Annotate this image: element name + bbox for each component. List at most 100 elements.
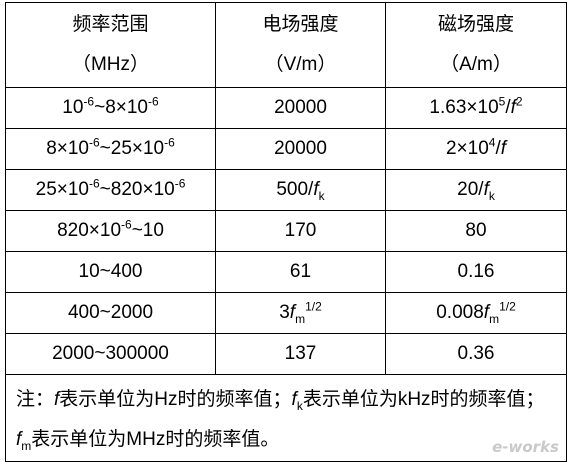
text-run: 表示单位为kHz时的频率值；	[302, 389, 545, 410]
table-body: 频率范围 （MHz） 电场强度 （V/m） 磁场强度 （A/m） 10-6~8×10-6 20…	[5, 2, 567, 462]
supscript: 1/2	[499, 299, 516, 314]
text-run: 80	[465, 220, 487, 241]
cell: 400~2000	[5, 292, 216, 334]
header-cell: 频率范围 （MHz）	[5, 2, 216, 88]
subscript: k	[296, 398, 303, 413]
italic-symbol: f	[54, 389, 60, 410]
text-run: 20000	[274, 97, 327, 118]
header-line: （MHz）	[71, 54, 150, 75]
cell: 0.36	[385, 333, 567, 375]
note-row: 注：f表示单位为Hz时的频率值；fk表示单位为kHz时的频率值；fm表示单位为M…	[5, 374, 567, 462]
table: 频率范围 （MHz） 电场强度 （V/m） 磁场强度 （A/m） 10-6~8×10-6 20…	[5, 2, 567, 462]
text-run: /	[505, 97, 511, 118]
subscript: m	[21, 438, 32, 453]
header-line: （A/m）	[440, 54, 512, 75]
note: 注：f表示单位为Hz时的频率值；fk表示单位为kHz时的频率值；fm表示单位为M…	[5, 374, 567, 462]
supscript: -6	[164, 135, 175, 150]
text-run: 61	[289, 261, 312, 282]
header-line: （V/m）	[264, 54, 337, 75]
cell: 0.16	[385, 251, 567, 293]
text-run: 3	[279, 302, 290, 323]
cell: 20000	[215, 87, 386, 129]
supscript: -6	[88, 135, 100, 150]
text-run: 820×10	[57, 220, 122, 241]
header-cell: 电场强度 （V/m）	[215, 2, 386, 88]
cell: 8×10-6~25×10-6	[5, 128, 216, 170]
header-line: 磁场强度	[437, 14, 514, 35]
subscript: m	[295, 311, 306, 326]
text-run: 1.63×10	[429, 97, 499, 118]
supscript: 2	[515, 94, 523, 109]
cell: 1.63×105/f2	[385, 87, 567, 129]
text-run: 表示单位为Hz时的频率值；	[59, 389, 292, 410]
text-run: ~25×10	[99, 138, 165, 159]
watermark: e-works	[492, 438, 559, 456]
subscript: k	[318, 188, 325, 203]
supscript: 5	[498, 94, 506, 109]
italic-symbol: f	[500, 138, 507, 159]
text-run: 500/	[276, 179, 314, 200]
cell: 25×10-6~820×10-6	[5, 169, 216, 211]
italic-symbol: f	[510, 97, 516, 118]
supscript: -6	[148, 94, 159, 109]
cell: 3fm1/2	[215, 292, 386, 334]
text-run: 170	[284, 220, 317, 241]
data-row: 400~2000 3fm1/2 0.008fm1/2	[5, 292, 567, 334]
supscript: 1/2	[305, 299, 322, 314]
data-row: 25×10-6~820×10-6 500/fk 20/fk	[5, 169, 567, 211]
subscript: m	[489, 311, 500, 326]
text-run: 25×10	[35, 179, 89, 200]
cell: 2000~300000	[5, 333, 216, 375]
text-run: ~8×10	[94, 97, 149, 118]
supscript: 4	[488, 135, 496, 150]
data-row: 10-6~8×10-6 20000 1.63×105/f2	[5, 87, 567, 129]
text-run: 10	[62, 97, 84, 118]
cell: 2×104/f	[385, 128, 567, 170]
italic-symbol: f	[16, 429, 22, 450]
text-run: 400~2000	[67, 302, 154, 323]
cell: 0.008fm1/2	[385, 292, 567, 334]
italic-symbol: f	[313, 179, 319, 200]
italic-symbol: f	[291, 389, 297, 410]
text-run: ~10	[131, 220, 164, 241]
cell: 500/fk	[215, 169, 386, 211]
text-run: 2000~300000	[52, 343, 169, 364]
cell: 10~400	[5, 251, 216, 293]
data-row: 10~400 61 0.16	[5, 251, 567, 293]
cell: 137	[215, 333, 386, 375]
supscript: -6	[174, 176, 186, 191]
text-run: 20/	[457, 179, 484, 200]
cell: 170	[215, 210, 386, 252]
text-run: 0.36	[457, 343, 495, 364]
text-run: 0.16	[457, 261, 495, 282]
header-cell: 磁场强度 （A/m）	[385, 2, 567, 88]
italic-symbol: f	[483, 179, 489, 200]
italic-symbol: f	[289, 302, 296, 323]
subscript: k	[488, 188, 495, 203]
text-run: 20000	[274, 138, 327, 159]
data-row: 2000~300000 137 0.36	[5, 333, 567, 375]
header-line: 电场强度	[262, 14, 339, 35]
text-run: ~820×10	[99, 179, 175, 200]
cell: 820×10-6~10	[5, 210, 216, 252]
text-run: 表示单位为MHz时的频率值。	[31, 429, 280, 450]
data-row: 8×10-6~25×10-6 20000 2×104/f	[5, 128, 567, 170]
text-run: 137	[284, 343, 317, 364]
text-run: 2×10	[445, 138, 489, 159]
header-row: 频率范围 （MHz） 电场强度 （V/m） 磁场强度 （A/m）	[5, 2, 567, 88]
data-row: 820×10-6~10 170 80	[5, 210, 567, 252]
supscript: -6	[121, 217, 132, 232]
text-run: 0.008	[436, 302, 484, 323]
text-run: /	[495, 138, 501, 159]
italic-symbol: f	[483, 302, 490, 323]
cell: 61	[215, 251, 386, 293]
header-line: 频率范围	[72, 14, 149, 35]
supscript: -6	[89, 176, 100, 191]
cell: 20/fk	[385, 169, 567, 211]
cell: 80	[385, 210, 567, 252]
text-run: 注：	[16, 389, 55, 410]
supscript: -6	[83, 94, 95, 109]
cell: 10-6~8×10-6	[5, 87, 216, 129]
text-run: 10~400	[78, 261, 143, 282]
